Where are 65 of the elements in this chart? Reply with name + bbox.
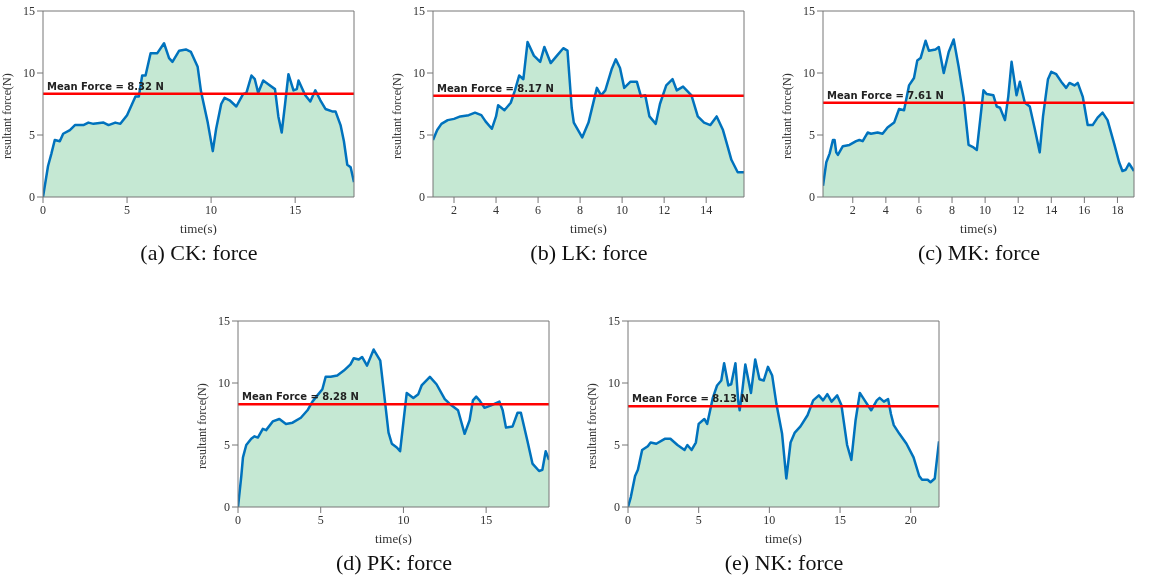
x-axis-title: time(s) <box>375 531 412 546</box>
x-tick-label: 0 <box>235 512 241 527</box>
x-tick-label: 15 <box>834 512 847 527</box>
y-tick-label: 5 <box>809 128 815 143</box>
x-tick-label: 20 <box>904 512 917 527</box>
x-tick-label: 10 <box>979 202 992 217</box>
x-tick-label: 6 <box>535 202 542 217</box>
y-axis-title: resultant force(N) <box>780 73 795 159</box>
x-tick-label: 15 <box>480 512 493 527</box>
y-axis-title: resultant force(N) <box>585 383 600 469</box>
x-tick-label: 5 <box>317 512 324 527</box>
x-tick-label: 6 <box>915 202 922 217</box>
y-axis-title: resultant force(N) <box>195 383 210 469</box>
text: (e) NK: force <box>723 550 845 576</box>
x-tick-label: 10 <box>205 202 218 217</box>
y-tick-label: 0 <box>809 190 815 205</box>
text: (d) PK: force <box>334 550 454 576</box>
y-tick-label: 15 <box>218 314 230 329</box>
y-tick-label: 0 <box>419 190 425 205</box>
x-tick-label: 18 <box>1111 202 1124 217</box>
y-axis-title: resultant force(N) <box>390 73 405 159</box>
x-tick-label: 8 <box>577 202 584 217</box>
x-tick-label: 5 <box>124 202 131 217</box>
y-tick-label: 5 <box>419 128 425 143</box>
ref-line-label: Mean Force = 7.61 N <box>827 89 944 101</box>
x-axis-title: time(s) <box>960 221 997 236</box>
ref-line-label: Mean Force = 8.17 N <box>437 82 554 94</box>
x-tick-label: 10 <box>763 512 776 527</box>
x-tick-label: 4 <box>493 202 500 217</box>
y-tick-label: 15 <box>413 4 425 19</box>
y-tick-label: 15 <box>803 4 815 19</box>
x-tick-label: 14 <box>1045 202 1058 217</box>
text: (a) CK: force <box>139 240 259 266</box>
x-tick-label: 10 <box>397 512 410 527</box>
y-tick-label: 5 <box>614 438 620 453</box>
y-tick-label: 0 <box>29 190 35 205</box>
x-tick-label: 14 <box>700 202 713 217</box>
x-tick-label: 8 <box>949 202 956 217</box>
x-tick-label: 12 <box>1012 202 1025 217</box>
x-axis-title: time(s) <box>570 221 607 236</box>
text: (c) MK: force <box>916 240 1042 266</box>
y-axis-title: resultant force(N) <box>0 73 15 159</box>
y-tick-label: 5 <box>29 128 35 143</box>
y-tick-label: 10 <box>413 66 425 81</box>
x-tick-label: 15 <box>289 202 302 217</box>
x-tick-label: 12 <box>658 202 671 217</box>
y-tick-label: 10 <box>608 376 620 391</box>
x-tick-label: 2 <box>849 202 856 217</box>
y-tick-label: 15 <box>608 314 620 329</box>
x-axis-title: time(s) <box>765 531 802 546</box>
x-tick-label: 4 <box>882 202 889 217</box>
y-tick-label: 0 <box>614 500 620 515</box>
x-tick-label: 5 <box>695 512 702 527</box>
y-tick-label: 10 <box>803 66 815 81</box>
x-tick-label: 2 <box>451 202 458 217</box>
y-tick-label: 15 <box>23 4 35 19</box>
y-tick-label: 10 <box>218 376 230 391</box>
y-tick-label: 5 <box>224 438 230 453</box>
x-tick-label: 0 <box>40 202 46 217</box>
text: (b) LK: force <box>529 240 649 266</box>
x-tick-label: 0 <box>625 512 631 527</box>
x-tick-label: 16 <box>1078 202 1091 217</box>
y-tick-label: 0 <box>224 500 230 515</box>
x-axis-title: time(s) <box>180 221 217 236</box>
y-tick-label: 10 <box>23 66 35 81</box>
